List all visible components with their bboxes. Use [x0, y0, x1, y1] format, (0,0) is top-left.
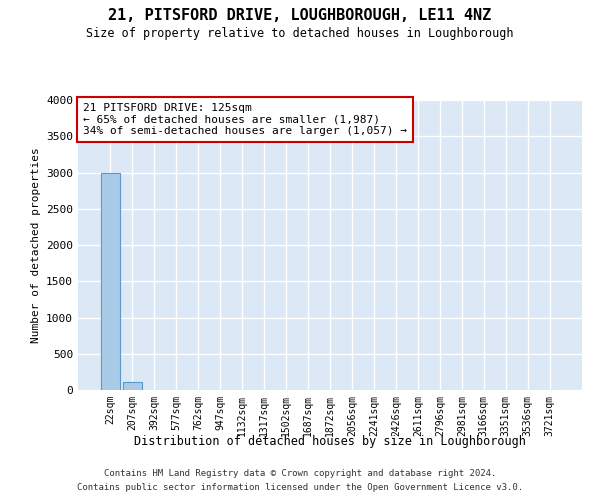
Text: Distribution of detached houses by size in Loughborough: Distribution of detached houses by size … [134, 435, 526, 448]
Text: Size of property relative to detached houses in Loughborough: Size of property relative to detached ho… [86, 28, 514, 40]
Text: Contains HM Land Registry data © Crown copyright and database right 2024.: Contains HM Land Registry data © Crown c… [104, 468, 496, 477]
Bar [101, 172, 119, 390]
Text: 21, PITSFORD DRIVE, LOUGHBOROUGH, LE11 4NZ: 21, PITSFORD DRIVE, LOUGHBOROUGH, LE11 4… [109, 8, 491, 22]
Text: Contains public sector information licensed under the Open Government Licence v3: Contains public sector information licen… [77, 484, 523, 492]
Bar [123, 382, 142, 390]
Y-axis label: Number of detached properties: Number of detached properties [31, 147, 41, 343]
Text: 21 PITSFORD DRIVE: 125sqm
← 65% of detached houses are smaller (1,987)
34% of se: 21 PITSFORD DRIVE: 125sqm ← 65% of detac… [83, 103, 407, 136]
